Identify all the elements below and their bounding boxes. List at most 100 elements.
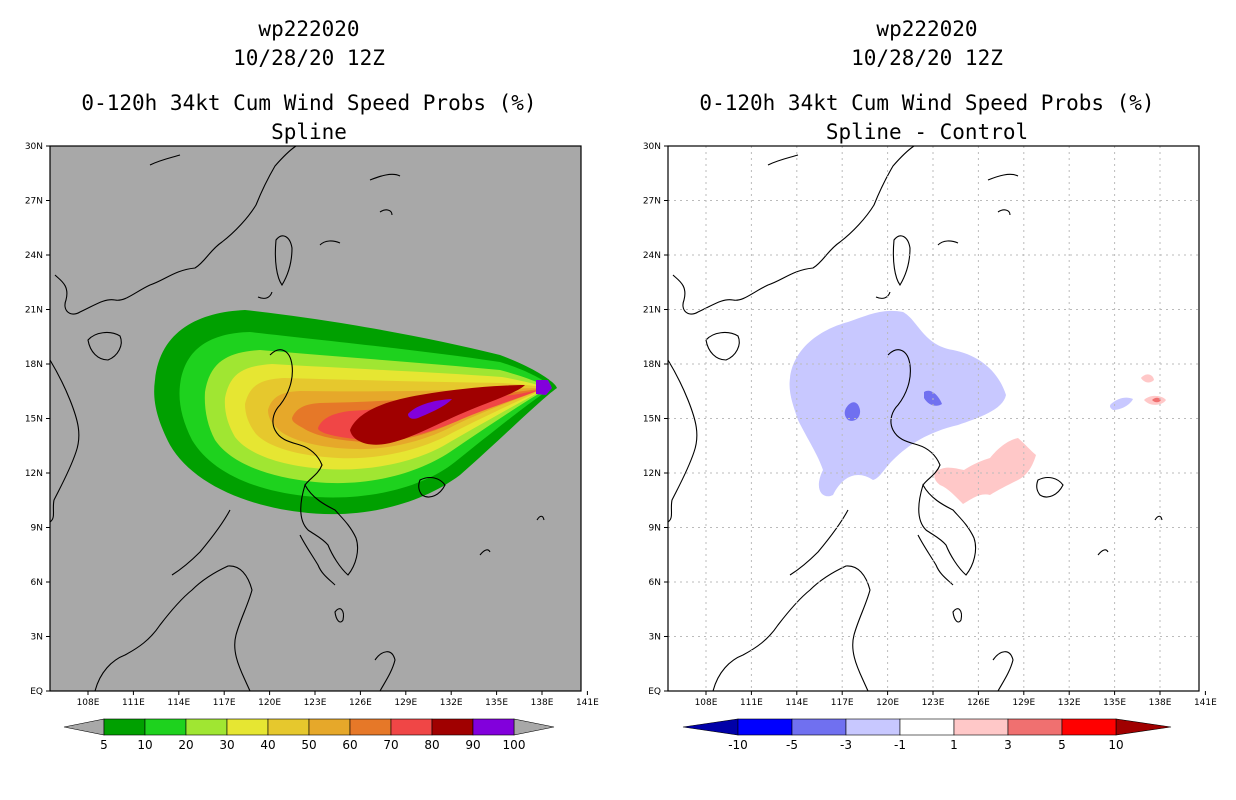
coastline-segment (299, 534, 336, 586)
coastline-segment (418, 476, 446, 498)
lon-label: 138E (531, 698, 554, 708)
coastline-segment (49, 359, 80, 523)
colorbar-left-arrow (682, 718, 739, 736)
lat-label: 27N (643, 197, 661, 207)
storm-id-title: wp222020 (876, 17, 978, 41)
coastline-segment (952, 608, 962, 623)
coastline-segment (54, 145, 297, 315)
diff-positive-1b (1141, 374, 1154, 383)
colorbar-bin (185, 718, 228, 736)
colorbar-bin (144, 718, 187, 736)
lon-label: 111E (122, 698, 145, 708)
coastline-segment (94, 565, 253, 692)
lon-label: 108E (77, 698, 100, 708)
lat-label: 6N (649, 578, 661, 588)
colorbar-bin (349, 718, 392, 736)
lon-label: 129E (1012, 698, 1035, 708)
lat-label: 27N (25, 197, 43, 207)
colorbar-label: 40 (260, 738, 275, 752)
lat-label: 24N (25, 251, 43, 261)
prob-90 (408, 399, 452, 419)
coastline-segment (334, 608, 344, 623)
diff-positive-1 (934, 438, 1036, 504)
coastline-segment (887, 349, 941, 486)
colorbar: -10 -5 -3 -1 1 3 5 10 (682, 718, 1172, 752)
lat-label: 9N (31, 524, 43, 534)
diff-negative-1 (789, 310, 1006, 497)
prob-90-tip (536, 380, 552, 395)
colorbar-bin (226, 718, 269, 736)
prob-80 (350, 385, 525, 445)
coastline-segment (300, 483, 359, 576)
colorbar-label: 10 (137, 738, 152, 752)
lat-label: 24N (643, 251, 661, 261)
colorbar-label: 30 (219, 738, 234, 752)
coastline-segment (992, 651, 1014, 692)
spline-map: 108E 111E 114E 117E 120E 123E 126E 129E 132E 135E… (25, 142, 599, 752)
lon-label: 141E (576, 698, 599, 708)
colorbar-bin (845, 718, 901, 736)
coastline-segment (789, 509, 849, 576)
colorbar-label: 90 (465, 738, 480, 752)
colorbar-bin (472, 718, 515, 736)
lon-label: 129E (394, 698, 417, 708)
coastline-segment (479, 515, 545, 556)
colorbar-bin (953, 718, 1009, 736)
map-frame: 108E 111E 114E 117E 120E 123E 126E 129E 132E 135E… (643, 142, 1217, 708)
lon-label: 141E (1194, 698, 1217, 708)
difference-panel: wp222020 10/28/20 12Z 0-120h 34kt Cum Wi… (618, 0, 1236, 800)
coastline-segment (712, 565, 871, 692)
colorbar-right-arrow (513, 718, 555, 736)
coastline (667, 145, 1163, 692)
coastline-segment (149, 154, 401, 216)
coastline-segment (918, 483, 977, 576)
coastline-segment (171, 509, 231, 576)
lat-label: 6N (31, 578, 43, 588)
colorbar-label: 3 (1004, 738, 1012, 752)
lat-label: EQ (648, 687, 661, 697)
colorbar-bin (899, 718, 955, 736)
colorbar-right-arrow (1115, 718, 1172, 736)
colorbar-bin (1007, 718, 1063, 736)
colorbar-label: 1 (950, 738, 958, 752)
lon-label: 117E (213, 698, 236, 708)
lon-label: 132E (1058, 698, 1081, 708)
coastline-segment (374, 651, 396, 692)
coastline-segment (1097, 515, 1163, 556)
product-title: 0-120h 34kt Cum Wind Speed Probs (%) (81, 91, 537, 115)
colorbar-bin (791, 718, 847, 736)
coastline-segment (892, 235, 911, 287)
lat-label: 18N (25, 360, 43, 370)
lat-label: 3N (649, 633, 661, 643)
lat-label: 30N (25, 142, 43, 152)
lon-label: 138E (1149, 698, 1172, 708)
colorbar-left-arrow (63, 718, 105, 736)
coastline-segment (705, 331, 740, 361)
colorbar-label: -3 (840, 738, 852, 752)
colorbar-label: -5 (786, 738, 798, 752)
lon-label: 135E (1103, 698, 1126, 708)
lon-label: 132E (440, 698, 463, 708)
lat-label: 15N (643, 415, 661, 425)
diff-negative-3a (844, 402, 861, 421)
coastline-segment (274, 235, 293, 287)
colorbar-label: 10 (1108, 738, 1123, 752)
coastline-segment (1036, 476, 1064, 498)
coastline-segment (875, 240, 959, 299)
date-title: 10/28/20 12Z (233, 46, 385, 70)
coastline-segment (269, 349, 323, 486)
lat-label: 18N (643, 360, 661, 370)
product-title: 0-120h 34kt Cum Wind Speed Probs (%) (699, 91, 1155, 115)
coastline-segment (87, 331, 122, 361)
lat-label: 30N (643, 142, 661, 152)
colorbar: 5 10 20 30 40 50 60 70 80 90 100 (63, 718, 555, 752)
colorbar-bin (431, 718, 474, 736)
lat-label: 21N (643, 306, 661, 316)
spline-panel: wp222020 10/28/20 12Z 0-120h 34kt Cum Wi… (25, 17, 599, 752)
lat-label: EQ (30, 687, 43, 697)
lat-label: 9N (649, 524, 661, 534)
colorbar-label: -1 (894, 738, 906, 752)
lon-label: 123E (304, 698, 327, 708)
method-title: Spline (271, 120, 347, 144)
coastline-segment (257, 240, 341, 299)
